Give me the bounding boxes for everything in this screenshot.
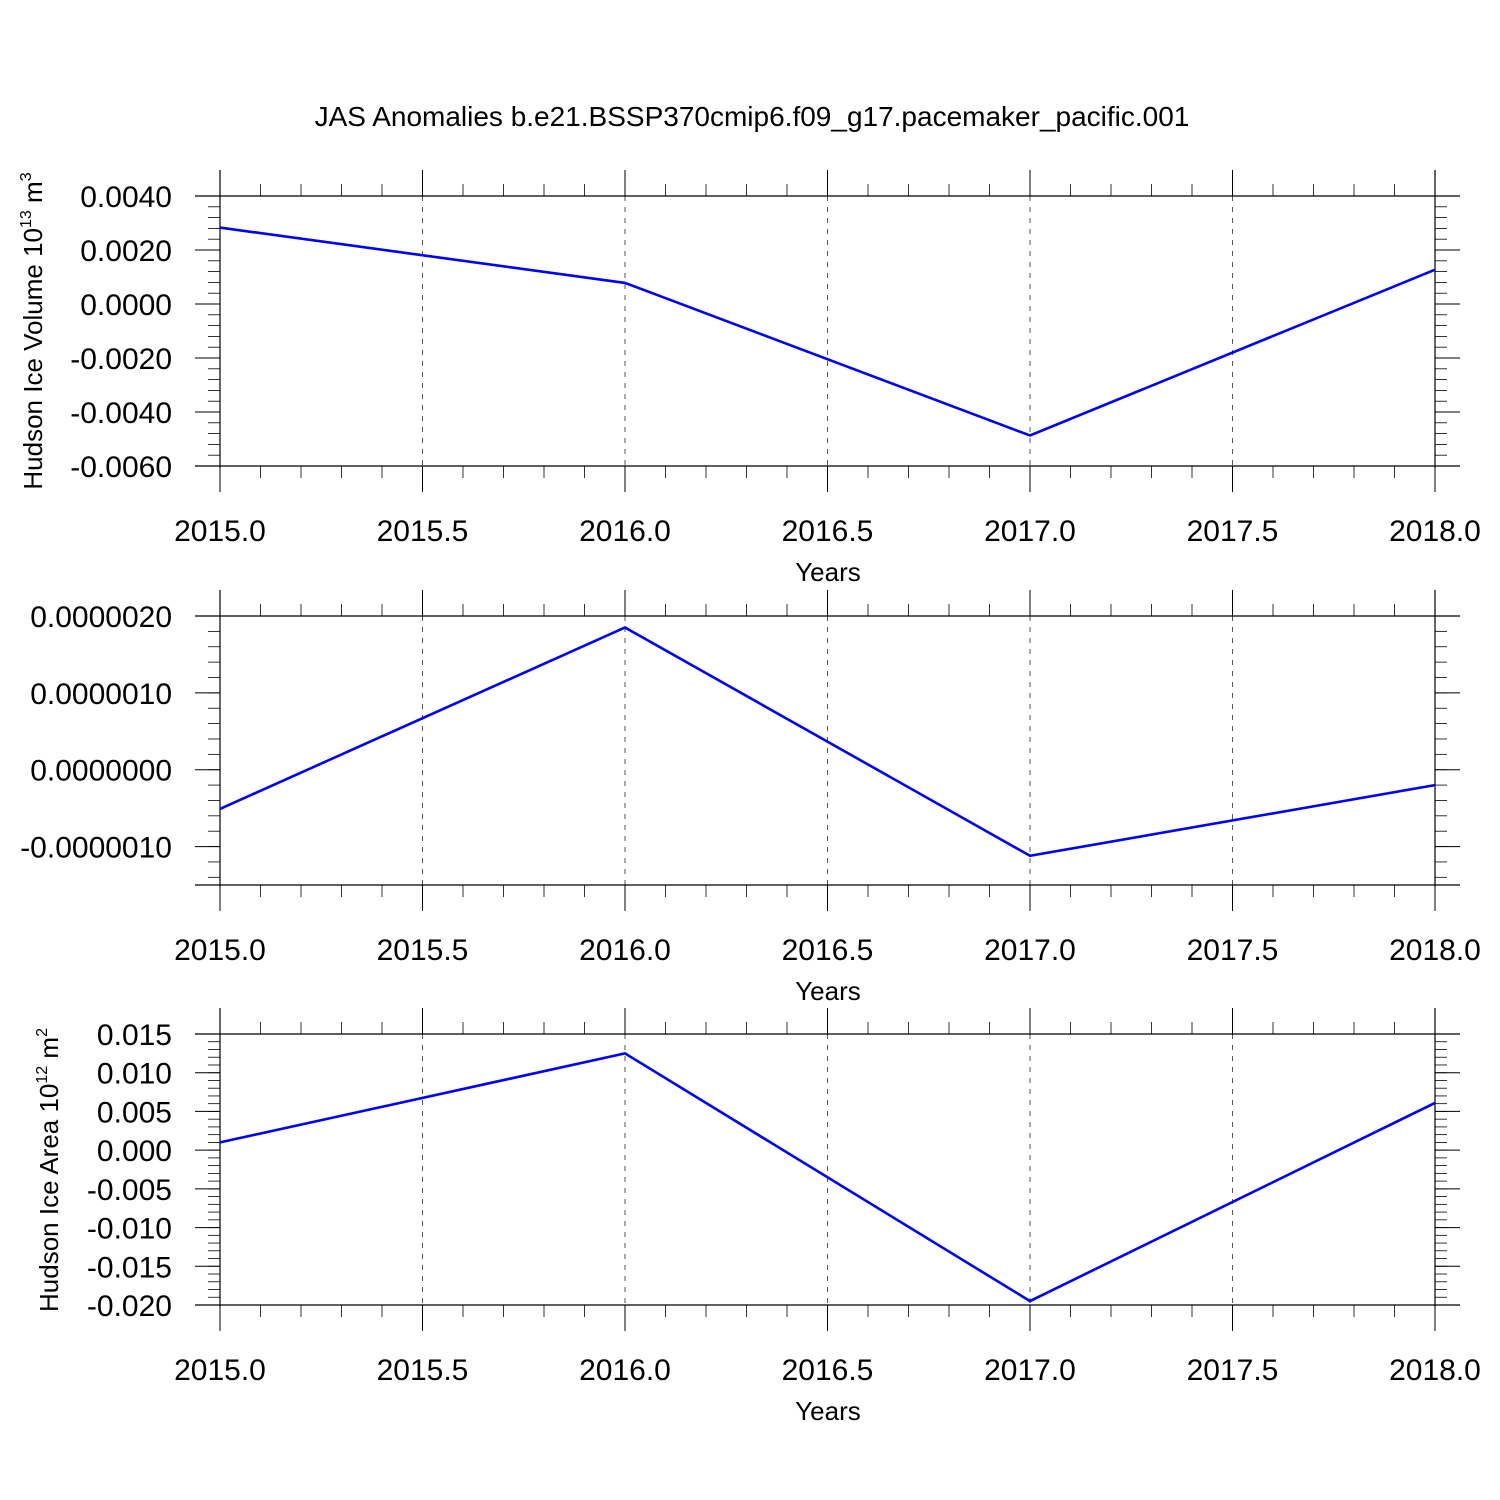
x-tick-label: 2016.5 — [782, 934, 874, 967]
panel-2: 0.0000020 0.0000010 0.0000000 -0.0000010 201… — [20, 590, 1481, 1006]
y-tick-label: -0.015 — [87, 1251, 172, 1284]
x-tick-label: 2018.0 — [1389, 934, 1481, 967]
y-tick-label: -0.0000010 — [20, 832, 172, 865]
x-tick-label: 2015.0 — [174, 1354, 266, 1387]
figure-title: JAS Anomalies b.e21.BSSP370cmip6.f09_g17… — [315, 101, 1190, 132]
x-tick-label: 2017.0 — [984, 515, 1076, 548]
series-line — [219, 226, 1436, 437]
y-tick-label: 0.0000000 — [30, 755, 172, 788]
x-tick-label: 2015.0 — [174, 515, 266, 548]
y-tick-label: 0.0020 — [80, 235, 172, 268]
y-tick-label: 0.0040 — [80, 181, 172, 214]
x-tick-label: 2016.0 — [579, 515, 671, 548]
x-tick-label: 2017.5 — [1187, 1354, 1279, 1387]
x-tick-label: 2018.0 — [1389, 1354, 1481, 1387]
x-tick-label: 2017.0 — [984, 1354, 1076, 1387]
x-axis-label: Years — [795, 1396, 861, 1426]
panel-3: 0.015 0.010 0.005 0.000 -0.005 -0.010 -0.015 -0… — [34, 1008, 1481, 1426]
x-tick-label: 2016.0 — [579, 934, 671, 967]
x-tick-label: 2017.5 — [1187, 515, 1279, 548]
panel-1: 0.00400.00200.0000-0.0020-0.0040-0.00602… — [18, 170, 1481, 587]
y-tick-label: 0.0000020 — [30, 601, 172, 634]
x-axis-label: Years — [795, 557, 861, 587]
y-tick-label: 0.015 — [97, 1019, 172, 1052]
y-tick-label: 0.0000010 — [30, 678, 172, 711]
series-line — [219, 1052, 1436, 1303]
x-tick-label: 2015.5 — [377, 515, 469, 548]
y-tick-label: -0.0040 — [70, 397, 172, 430]
y-tick-label: -0.0060 — [70, 451, 172, 484]
series-line — [219, 626, 1436, 858]
x-tick-label: 2018.0 — [1389, 515, 1481, 548]
x-tick-label: 2017.0 — [984, 934, 1076, 967]
y-tick-label: -0.010 — [87, 1213, 172, 1246]
y-tick-label: -0.0020 — [70, 343, 172, 376]
x-tick-label: 2017.5 — [1187, 934, 1279, 967]
y-axis-label: Hudson Ice Area 1012 m2 — [34, 1028, 64, 1312]
y-tick-label: 0.000 — [97, 1135, 172, 1168]
x-tick-label: 2016.0 — [579, 1354, 671, 1387]
x-tick-label: 2015.5 — [377, 934, 469, 967]
x-tick-label: 2016.5 — [782, 1354, 874, 1387]
x-tick-label: 2015.5 — [377, 1354, 469, 1387]
y-tick-label: -0.020 — [87, 1290, 172, 1323]
x-tick-label: 2016.5 — [782, 515, 874, 548]
y-tick-label: 0.010 — [97, 1058, 172, 1091]
y-tick-label: -0.005 — [87, 1174, 172, 1207]
x-tick-label: 2015.0 — [174, 934, 266, 967]
y-tick-label: 0.005 — [97, 1096, 172, 1129]
x-axis-label: Years — [795, 976, 861, 1006]
y-tick-label: 0.0000 — [80, 289, 172, 322]
y-axis-label: Hudson Ice Volume 1013 m3 — [18, 172, 48, 489]
